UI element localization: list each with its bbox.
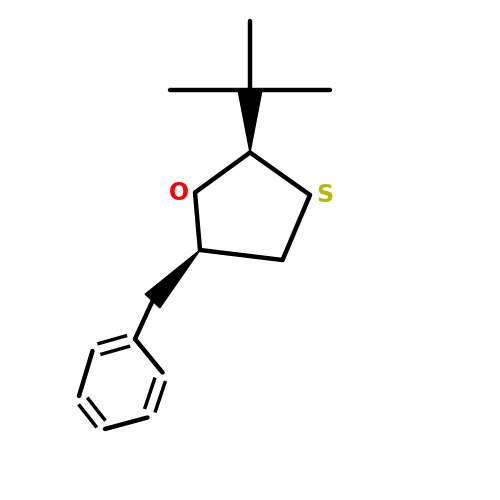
Polygon shape — [238, 90, 262, 152]
Text: S: S — [316, 183, 334, 207]
Polygon shape — [145, 250, 200, 308]
Text: O: O — [169, 182, 189, 206]
